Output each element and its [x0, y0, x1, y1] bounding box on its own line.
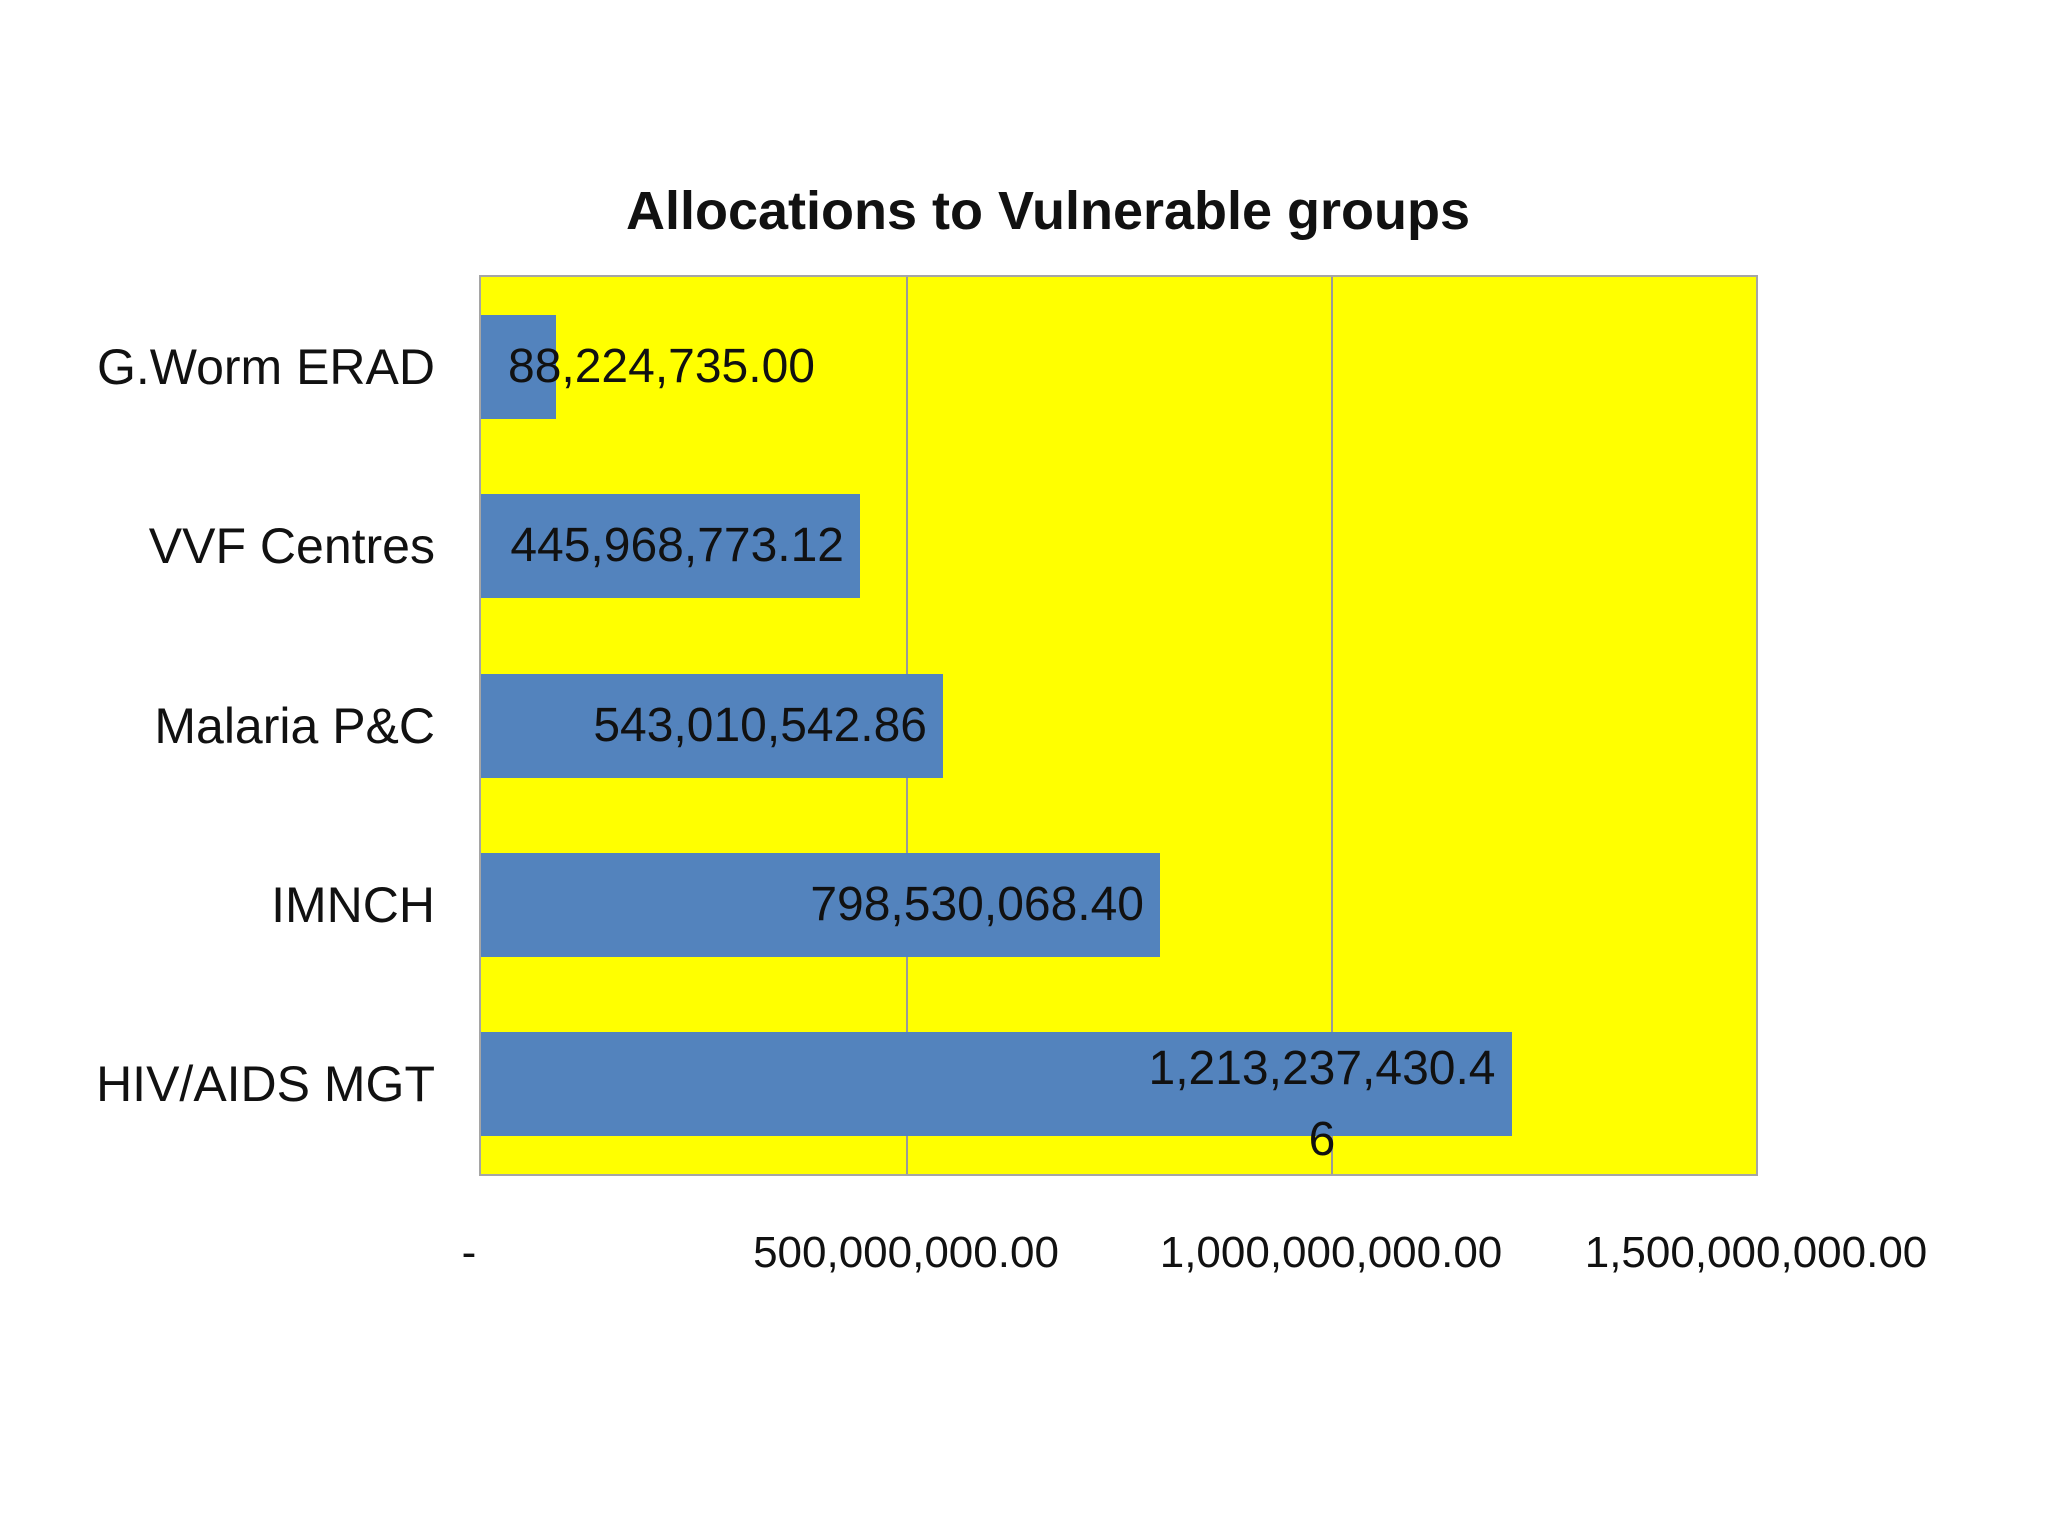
bar-vvf-centres	[481, 494, 860, 598]
category-label: HIV/AIDS MGT	[96, 1056, 435, 1112]
chart-title: Allocations to Vulnerable groups	[625, 181, 1471, 241]
gridline-1000000000	[1331, 277, 1333, 1174]
category-label: VVF Centres	[148, 518, 435, 574]
value-label: 88,224,735.00	[508, 340, 815, 393]
x-axis-tick-label: 1,000,000,000.00	[1159, 1228, 1503, 1277]
bar-malaria-p-c	[481, 674, 943, 778]
value-label: 543,010,542.86	[593, 699, 927, 752]
bar-g-worm-erad	[481, 315, 556, 419]
x-axis-tick-label: 500,000,000.00	[753, 1228, 1059, 1277]
value-label: 798,530,068.40	[810, 878, 1144, 931]
category-label: G.Worm ERAD	[97, 339, 435, 395]
x-axis-tick-label: 1,500,000,000.00	[1584, 1228, 1928, 1277]
plot-area	[479, 275, 1758, 1176]
bar-hiv-aids-mgt	[481, 1032, 1512, 1136]
bar-imnch	[481, 853, 1160, 957]
x-axis-tick-label: -	[461, 1228, 477, 1277]
category-label: Malaria P&C	[154, 698, 435, 754]
category-label: IMNCH	[271, 877, 435, 933]
value-label: 1,213,237,430.4 6	[1148, 1042, 1496, 1166]
value-label: 445,968,773.12	[510, 519, 844, 572]
